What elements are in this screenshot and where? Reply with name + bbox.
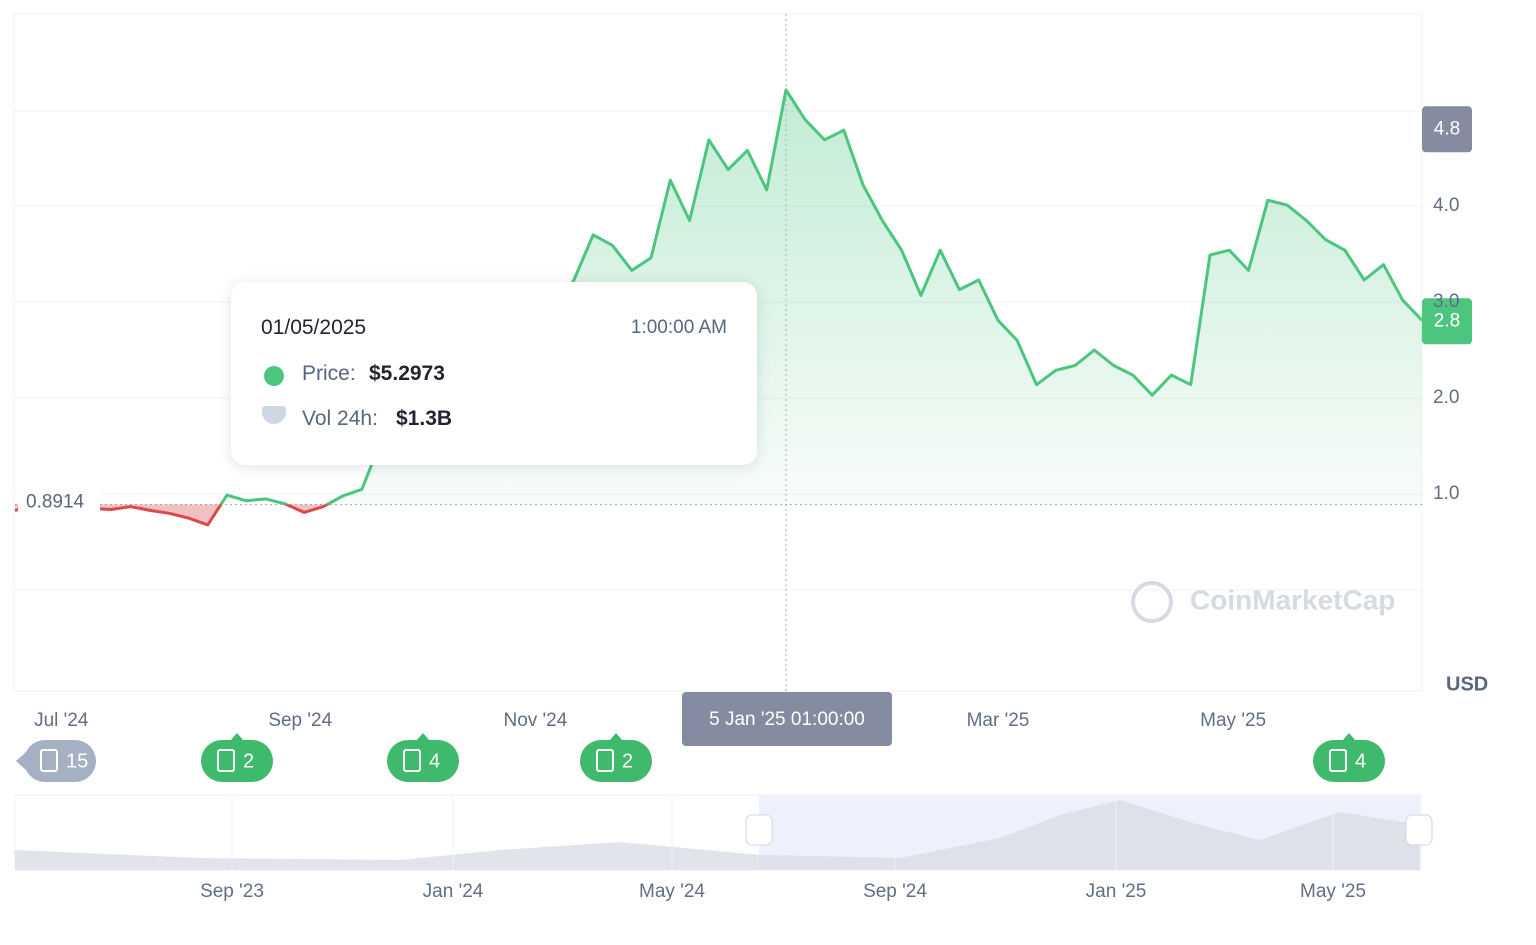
y-tick-label: 4.0: [1433, 195, 1459, 216]
event-icon: [40, 749, 58, 772]
navigator-tick-label: Sep '24: [863, 881, 927, 902]
event-count: 4: [429, 750, 440, 772]
navigator-handle[interactable]: [1405, 814, 1433, 846]
tooltip-date: 01/05/2025: [261, 316, 367, 339]
price-value: $5.2973: [369, 362, 445, 385]
event-pointer: [16, 752, 26, 770]
watermark-logo: [1131, 581, 1173, 623]
tooltip-time: 1:00:00 AM: [630, 317, 727, 338]
navigator-tick-label: May '24: [639, 881, 705, 902]
price-line: [14, 88, 1424, 527]
event-icon: [1329, 749, 1347, 772]
event-icon: [403, 749, 421, 772]
event-icon: [596, 749, 614, 772]
event-badge[interactable]: [201, 740, 273, 782]
event-count: 2: [622, 750, 633, 772]
event-pointer: [609, 733, 623, 741]
navigator-tick-label: May '25: [1300, 881, 1366, 902]
y-tick-label: 2.0: [1433, 387, 1459, 408]
x-tick-label: May '25: [1200, 710, 1266, 731]
price-badge-label: 4.8: [1434, 118, 1460, 139]
volume-label: Vol 24h:: [302, 407, 378, 430]
volume-icon: [262, 406, 286, 424]
x-tick-label: Mar '25: [967, 710, 1030, 731]
navigator-tick-label: Jan '24: [423, 881, 484, 902]
price-badge: [1422, 298, 1472, 345]
event-badge[interactable]: [1313, 740, 1385, 782]
x-tick-label: Jul '24: [34, 710, 89, 731]
baseline-badge: [18, 487, 100, 518]
y-tick-label: 1.0: [1433, 483, 1459, 504]
x-tick-label: Sep '24: [268, 710, 332, 731]
x-tick-label: Nov '24: [503, 710, 567, 731]
navigator-tick-label: Jan '25: [1086, 881, 1147, 902]
tooltip: 01/05/2025 1:00:00 AM Price: $5.2973 Vol…: [231, 282, 757, 465]
baseline-label: 0.8914: [26, 492, 85, 513]
event-count: 4: [1355, 750, 1366, 772]
price-dot: [264, 366, 284, 386]
event-pointer: [416, 733, 430, 741]
price-label: Price:: [302, 362, 356, 385]
crosshair-label-box: [682, 692, 892, 746]
currency: USD: [1446, 673, 1488, 695]
y-tick-label: 3.0: [1433, 291, 1459, 312]
price-badge-label: 2.8: [1434, 310, 1460, 331]
event-badge[interactable]: [580, 740, 652, 782]
event-badge[interactable]: [387, 740, 459, 782]
price-badge: [1422, 106, 1472, 153]
crosshair-label: 5 Jan '25 01:00:00: [709, 709, 865, 730]
navigator-area: [15, 800, 1420, 870]
event-count: 15: [66, 750, 88, 772]
event-icon: [217, 749, 235, 772]
volume-value: $1.3B: [396, 407, 453, 430]
event-pointer: [1342, 733, 1356, 741]
navigator-tick-label: Sep '23: [200, 881, 264, 902]
watermark: CoinMarketCap: [1190, 584, 1395, 615]
navigator-handle[interactable]: [745, 814, 773, 846]
event-count: 2: [243, 750, 254, 772]
event-pointer: [230, 733, 244, 741]
